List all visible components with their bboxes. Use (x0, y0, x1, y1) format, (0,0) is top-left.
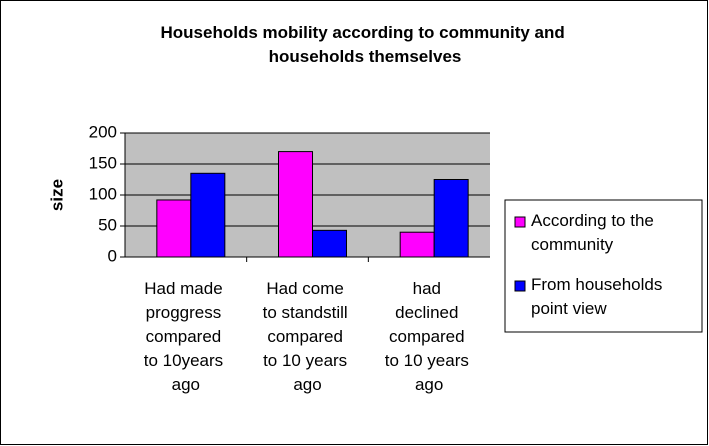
x-tick-label: Had come to standstill compared to 10 ye… (263, 279, 353, 394)
x-tick-label: Had made proggress compared to 10years a… (144, 279, 228, 394)
legend (504, 199, 703, 333)
chart-title: Households mobility according to communi… (161, 23, 570, 66)
bar (156, 199, 192, 258)
y-tick-label: 200 (89, 122, 117, 141)
bar (312, 229, 347, 258)
y-tick-label: 150 (89, 153, 117, 172)
y-tick-label: 0 (108, 246, 117, 265)
x-tick-label: had declined compared to 10 years ago (385, 279, 474, 394)
bar (190, 172, 226, 258)
bar (433, 179, 469, 258)
legend-label: From households point view (531, 275, 667, 318)
y-tick-label: 100 (89, 184, 117, 203)
legend-label: According to the community (531, 211, 659, 254)
bar (278, 151, 313, 258)
bar (399, 231, 435, 258)
y-axis-label: size (47, 179, 66, 211)
legend-swatch (514, 280, 526, 292)
legend-swatch (514, 216, 526, 228)
y-tick-label: 50 (98, 215, 117, 234)
